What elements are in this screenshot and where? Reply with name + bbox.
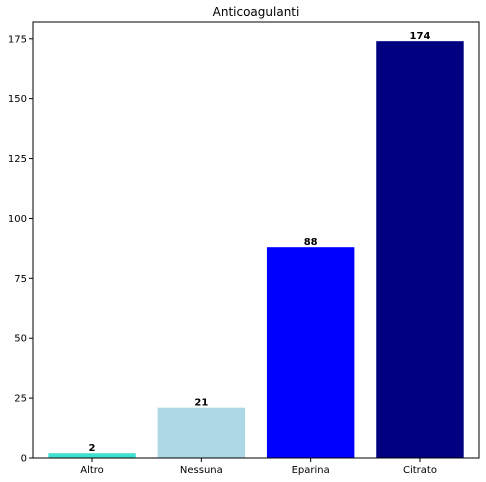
x-tick-label: Nessuna xyxy=(180,465,223,476)
bar-eparina xyxy=(266,247,355,458)
y-tick-label: 50 xyxy=(14,334,27,345)
x-tick-label: Citrato xyxy=(403,465,437,476)
value-label-nessuna: 21 xyxy=(194,398,208,409)
x-tick-label: Eparina xyxy=(292,465,330,476)
y-tick-label: 25 xyxy=(14,394,27,405)
y-tick-label: 125 xyxy=(8,154,27,165)
data-labels: 2 21 88 174 xyxy=(89,31,431,454)
plot-frame xyxy=(32,21,480,459)
x-tick-label: Altro xyxy=(80,465,104,476)
bar-nessuna xyxy=(157,407,246,458)
bars xyxy=(48,41,464,459)
bar-citrato xyxy=(376,41,464,459)
y-tick-label: 0 xyxy=(21,454,27,465)
y-tick-label: 100 xyxy=(8,214,27,225)
y-axis: 0 25 50 75 100 125 150 175 xyxy=(8,34,33,465)
value-label-citrato: 174 xyxy=(410,31,431,42)
x-axis: Altro Nessuna Eparina Citrato xyxy=(80,458,437,476)
y-tick-label: 175 xyxy=(8,34,27,45)
chart-title: Anticoagulanti xyxy=(213,5,300,19)
y-tick-label: 75 xyxy=(14,274,27,285)
y-tick-label: 150 xyxy=(8,94,27,105)
value-label-altro: 2 xyxy=(89,443,96,454)
value-label-eparina: 88 xyxy=(304,237,318,248)
bar-altro xyxy=(48,453,136,458)
